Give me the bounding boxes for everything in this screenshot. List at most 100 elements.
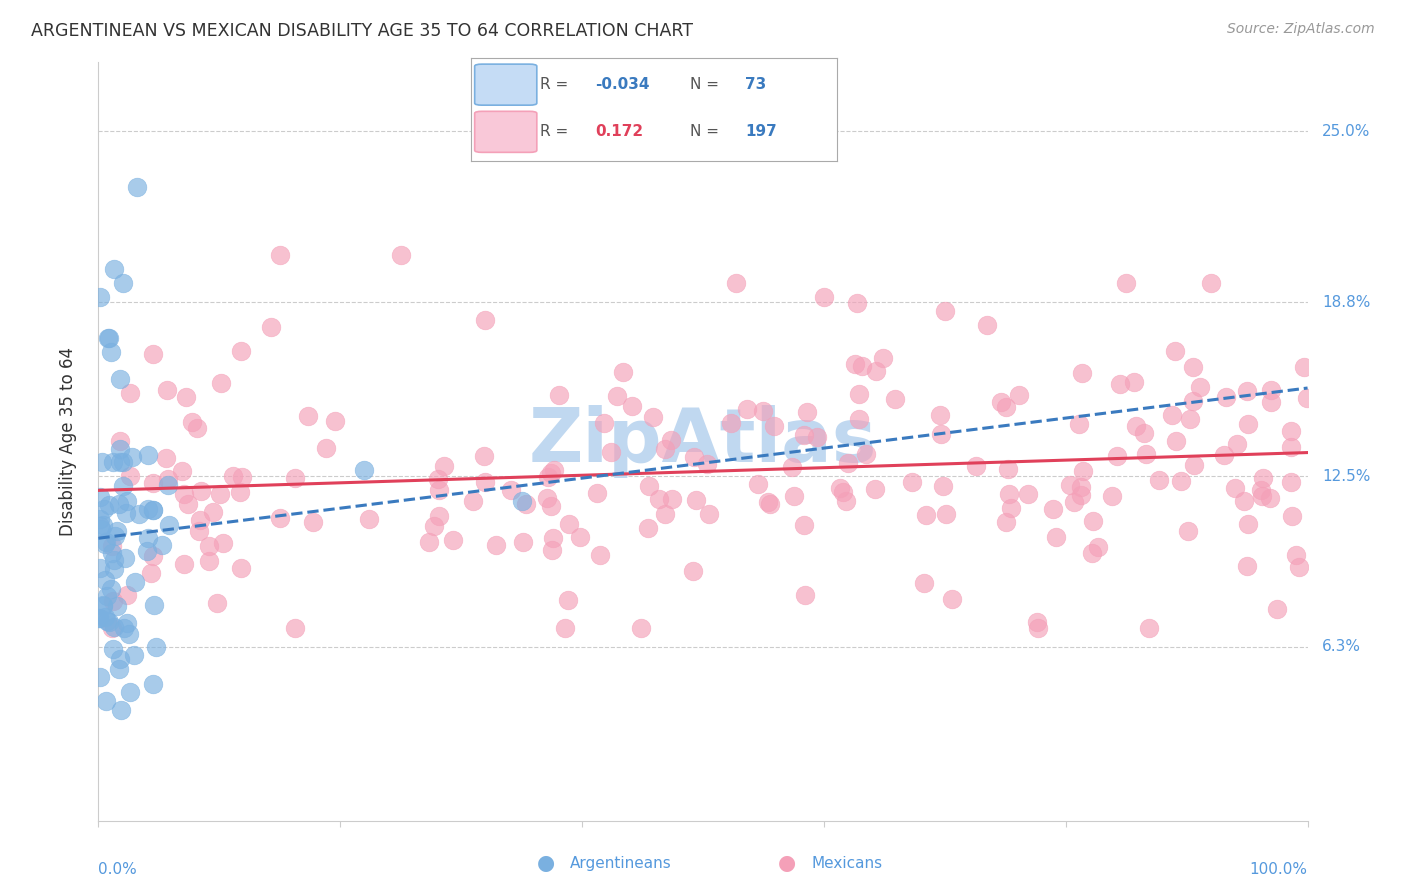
Point (865, 363, 887, 377)
Point (846, 296, 869, 310)
Point (915, 508, 938, 522)
Point (872, 351, 894, 366)
Point (229, 485, 252, 500)
Point (1225, 481, 1247, 495)
Point (201, 505, 224, 519)
Point (543, 463, 565, 477)
Point (976, 318, 998, 332)
Point (998, 487, 1021, 501)
Point (1105, 449, 1128, 463)
Point (315, 442, 337, 456)
Point (793, 518, 815, 533)
Point (1063, 495, 1085, 509)
Point (600, 445, 623, 459)
Point (912, 576, 935, 591)
Point (302, 515, 325, 529)
Text: -0.034: -0.034 (595, 77, 650, 92)
Point (1188, 379, 1211, 393)
Point (186, 421, 208, 435)
Point (122, 648, 145, 663)
Point (229, 343, 252, 358)
Point (612, 366, 634, 380)
Point (441, 533, 464, 548)
Point (1265, 601, 1288, 615)
Point (96, 589, 118, 603)
Point (91, 599, 114, 613)
Point (540, 543, 562, 558)
Point (108, 455, 131, 469)
Point (98, 498, 121, 512)
Point (101, 455, 124, 469)
Text: R =: R = (540, 124, 574, 139)
Point (472, 449, 495, 463)
Point (928, 408, 950, 422)
Point (1101, 489, 1123, 503)
Point (554, 621, 576, 635)
Point (883, 392, 905, 406)
Point (1177, 524, 1199, 538)
Text: Source: ZipAtlas.com: Source: ZipAtlas.com (1227, 22, 1375, 37)
Point (115, 494, 138, 508)
Point (1071, 465, 1094, 479)
Point (793, 428, 815, 442)
Point (637, 521, 659, 535)
Point (93, 502, 115, 516)
Point (128, 507, 150, 521)
Point (756, 495, 779, 509)
Point (172, 464, 194, 478)
Point (429, 508, 451, 523)
Point (209, 486, 232, 500)
Point (848, 387, 870, 401)
Point (935, 507, 957, 521)
Point (929, 427, 952, 442)
Point (101, 594, 124, 608)
Point (965, 458, 987, 473)
Text: 0.172: 0.172 (595, 124, 644, 139)
Point (222, 468, 245, 483)
Point (115, 588, 138, 602)
Point (1236, 559, 1258, 574)
Point (1170, 474, 1192, 488)
Point (108, 442, 131, 457)
Point (1081, 546, 1104, 560)
Point (1123, 375, 1146, 389)
Point (855, 447, 877, 461)
Point (1135, 447, 1157, 461)
Point (269, 248, 291, 262)
Point (1164, 434, 1187, 449)
Point (155, 450, 177, 465)
Point (157, 472, 180, 486)
Point (1067, 417, 1090, 431)
Point (512, 535, 534, 549)
Point (176, 391, 198, 405)
Point (103, 620, 125, 634)
Point (142, 676, 165, 690)
Text: 197: 197 (745, 124, 778, 139)
Point (103, 262, 125, 277)
Point (537, 470, 560, 484)
Point (1292, 359, 1315, 374)
Point (1087, 540, 1109, 554)
Point (98, 331, 121, 345)
Point (188, 524, 211, 538)
Point (997, 462, 1019, 476)
Point (759, 497, 782, 511)
Point (474, 313, 496, 327)
Point (1070, 480, 1092, 494)
Point (190, 484, 212, 499)
Point (118, 626, 141, 640)
Point (720, 416, 742, 430)
Point (205, 596, 228, 610)
Point (606, 389, 628, 403)
Point (536, 491, 558, 505)
Point (96, 535, 118, 549)
Point (1250, 489, 1272, 503)
Point (108, 497, 131, 511)
Point (1017, 487, 1039, 501)
Point (105, 524, 128, 538)
Point (474, 475, 496, 489)
Point (654, 442, 676, 457)
Point (94, 610, 117, 624)
Point (120, 468, 142, 483)
Point (1285, 548, 1308, 562)
